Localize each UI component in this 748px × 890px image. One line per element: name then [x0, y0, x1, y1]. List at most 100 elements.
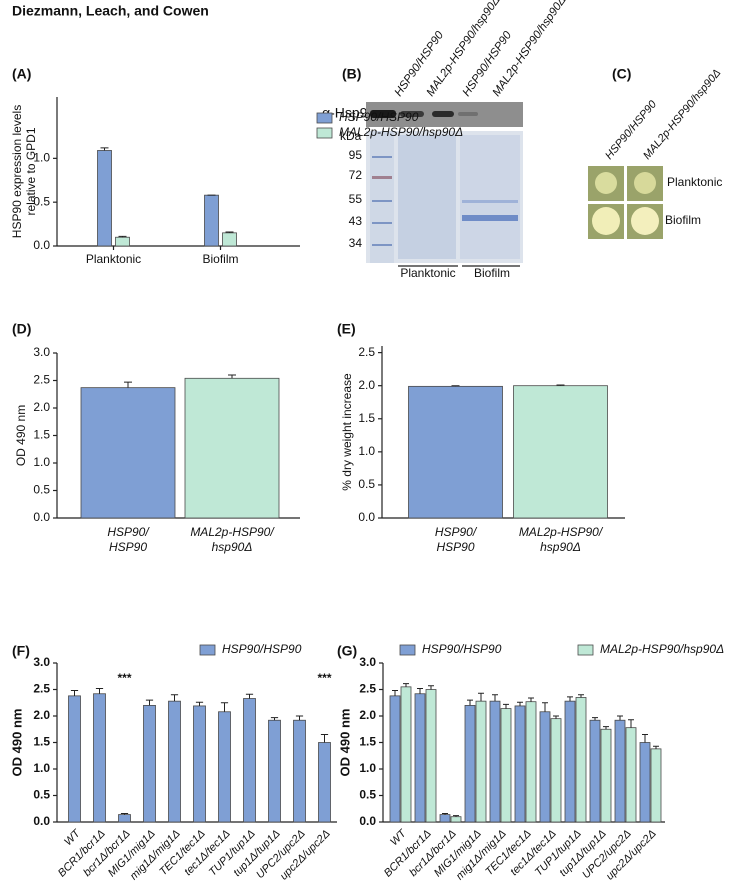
y-tick-label: 0.5: [358, 477, 375, 491]
y-tick-label: 0.5: [359, 788, 376, 802]
bar: [115, 236, 130, 247]
error-bar: [124, 381, 132, 388]
y-tick-label: 1.0: [33, 151, 50, 165]
bar: [293, 719, 306, 823]
y-tick-label: 2.0: [33, 400, 50, 414]
error-bar: [517, 701, 523, 706]
marker-label: 43: [349, 214, 363, 228]
marker-label: 72: [349, 168, 363, 182]
error-bar: [95, 687, 104, 694]
row-label: Planktonic: [667, 175, 722, 189]
x-tick-label: MAL2p-HSP90/: [190, 525, 275, 539]
x-tick-label: Biofilm: [202, 252, 238, 266]
annotation: ***: [117, 671, 131, 685]
error-bar: [478, 692, 484, 702]
y-tick-label: 1.0: [33, 455, 50, 469]
y-tick-label: 1.0: [33, 761, 50, 775]
error-bar: [100, 147, 109, 151]
bar: [575, 697, 587, 823]
bar: [268, 719, 281, 823]
bar: [97, 150, 112, 247]
error-bar: [642, 734, 648, 743]
bar: [589, 719, 601, 823]
error-bar: [417, 687, 423, 694]
y-tick-label: 0.0: [33, 510, 50, 524]
error-bar: [295, 715, 304, 721]
y-tick-label: 2.5: [359, 682, 376, 696]
bar: [93, 693, 106, 823]
error-bar: [320, 734, 329, 743]
panel-label: (C): [612, 66, 631, 82]
panel-label: (E): [337, 321, 356, 337]
blot-band: [400, 111, 424, 117]
legend-label: HSP90/HSP90: [422, 642, 502, 656]
error-bar: [542, 702, 548, 712]
ladder-band: [372, 200, 392, 202]
bar: [550, 718, 562, 823]
colony: [631, 207, 659, 235]
legend-swatch: [577, 644, 594, 656]
y-tick-label: 0.0: [358, 510, 375, 524]
legend-swatch: [316, 127, 333, 139]
bar: [218, 711, 231, 823]
panel-label: (B): [342, 66, 361, 82]
legend-swatch: [399, 644, 416, 656]
y-tick-label: 1.5: [33, 428, 50, 442]
bar: [450, 816, 462, 823]
error-bar: [528, 697, 534, 702]
group-label: Biofilm: [474, 266, 510, 280]
bar: [414, 693, 426, 823]
error-bar: [467, 699, 473, 706]
y-tick-label: 1.0: [359, 761, 376, 775]
antibody-label: α-Hsp90: [322, 105, 375, 121]
error-bar: [403, 683, 409, 687]
x-tick-label: hsp90Δ: [540, 540, 581, 554]
y-tick-label: 3.0: [33, 655, 50, 669]
error-bar: [228, 374, 236, 379]
error-bar: [451, 385, 460, 387]
blot-band: [370, 110, 396, 118]
error-bar: [628, 719, 634, 728]
bar: [600, 728, 612, 823]
panel-label: (D): [12, 321, 31, 337]
error-bar: [442, 813, 448, 815]
x-tick-label: HSP90: [436, 540, 474, 554]
y-axis-label: OD 490 nm: [337, 709, 352, 777]
y-tick-label: 1.5: [359, 735, 376, 749]
ladder-band: [372, 156, 392, 158]
error-bar: [556, 384, 565, 386]
ladder-band: [372, 176, 392, 179]
bar: [639, 742, 651, 823]
bar: [168, 700, 181, 823]
bar: [222, 232, 237, 247]
y-tick-label: 2.0: [358, 378, 375, 392]
error-bar: [70, 690, 79, 696]
error-bar: [603, 726, 609, 730]
x-tick-label: WT: [388, 827, 409, 848]
y-tick-label: 2.5: [33, 373, 50, 387]
error-bar: [392, 690, 398, 696]
error-bar: [118, 235, 127, 238]
legend-label: MAL2p-HSP90/hsp90Δ: [600, 642, 724, 656]
colony: [595, 172, 617, 194]
bar: [564, 700, 576, 823]
error-bar: [492, 694, 498, 702]
bar: [243, 698, 256, 823]
y-axis-label: % dry weight increase: [340, 373, 354, 491]
y-tick-label: 0.0: [359, 814, 376, 828]
error-bar: [553, 715, 559, 719]
bar: [68, 695, 81, 823]
unit-label: kDa: [340, 129, 362, 143]
ladder-band: [372, 244, 392, 246]
x-tick-label: MAL2p-HSP90/: [519, 525, 604, 539]
bar: [500, 708, 512, 823]
bar: [614, 719, 626, 823]
y-tick-label: 3.0: [33, 345, 50, 359]
bar: [625, 727, 637, 823]
y-tick-label: 1.5: [358, 411, 375, 425]
y-axis-label: OD 490 nm: [14, 405, 28, 466]
y-tick-label: 1.0: [358, 444, 375, 458]
error-bar: [195, 701, 204, 706]
panel-label: (F): [12, 643, 30, 659]
